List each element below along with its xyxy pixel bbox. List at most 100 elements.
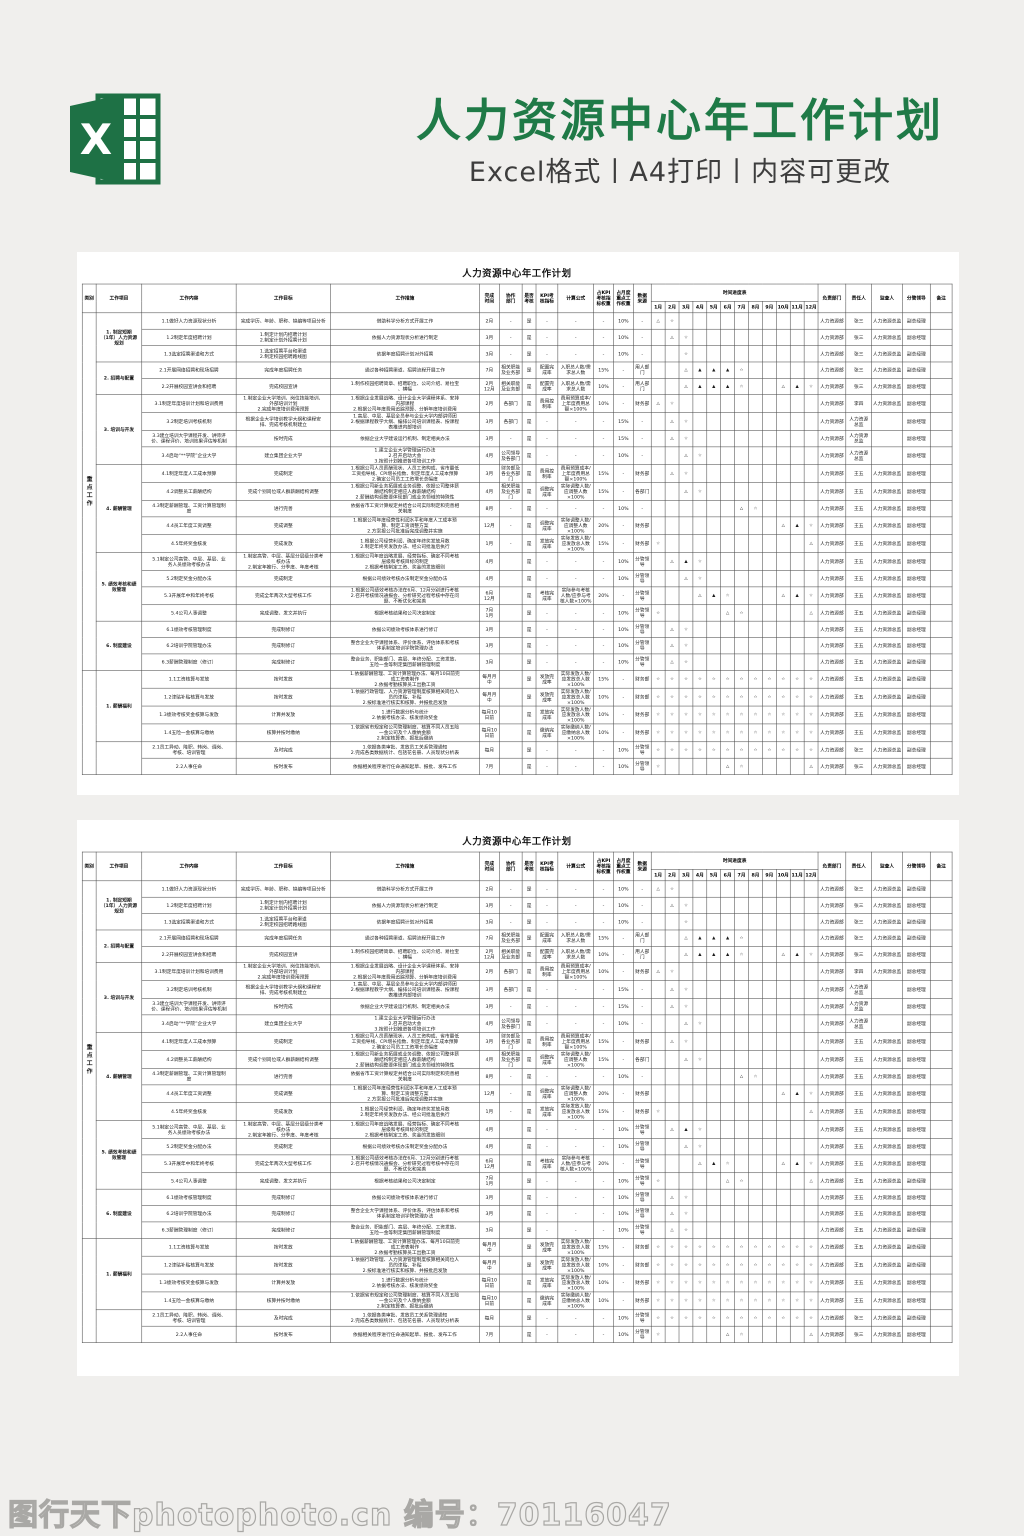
cell-supervisor: 人力资源总监 (871, 670, 903, 689)
cell-source: - (633, 328, 652, 346)
cell-owner: 王五 (845, 1084, 872, 1104)
timeline-cell-month-8 (748, 998, 763, 1016)
timeline-cell-month-10 (776, 1068, 791, 1086)
timeline-cell-month-1 (650, 929, 666, 947)
cell-measures: 依据人力资源现状分析进行制定 (330, 896, 480, 914)
cell-kpi: - (535, 757, 559, 775)
timeline-cell-month-12 (803, 1032, 819, 1051)
table-row: 2.1员工异动、降职、转岗、调岗、 考核、培训管理 及时完成 1.依据各类审批、发放… (82, 1309, 953, 1343)
project-group-cell: 3. 培训与开发 (95, 962, 143, 1033)
timeline-cell-month-7 (734, 534, 749, 553)
cell-monthly_weight: - (613, 1102, 634, 1121)
cell-assessed: 是 (521, 637, 537, 655)
cell-owner: 王五 (845, 516, 872, 536)
cell-target: 1.制定企业大学培训、岗位技能培训、 外部培训计划 2.完成年度培训费用预算 (235, 962, 331, 981)
cell-monthly_weight: 15% (613, 412, 634, 431)
cell-measures: 1.依据省市规定和公司管理制度、核算不同人员五险 一金公司及个人缴纳金额 2.制… (330, 723, 480, 743)
cell-dept: 人力资源部 (817, 1221, 847, 1239)
timeline-cell-month-12: △ (803, 604, 819, 622)
timeline-cell-month-4 (692, 962, 708, 981)
timeline-cell-month-12 (803, 1068, 819, 1086)
timeline-cell-month-6 (720, 620, 735, 638)
cell-coop (499, 1172, 523, 1190)
cell-leader: 副总经理 (902, 687, 931, 707)
cell-note (929, 430, 953, 448)
cell-source: 财务部 (633, 670, 652, 689)
cell-note (929, 1084, 953, 1104)
timeline-cell-month-11 (789, 500, 805, 518)
cell-assessed: 是 (521, 1154, 537, 1174)
timeline-cell-month-11 (789, 998, 805, 1016)
cell-leader: 副总经理 (902, 570, 931, 588)
timeline-cell-month-4: ☆ (692, 741, 708, 759)
timeline-cell-month-1 (650, 1188, 666, 1206)
col-header-source: 数据 来源 (633, 283, 652, 314)
table-row: 2. 招聘与配置 2.1开展网络招聘和现场招聘 完成年度招聘任务 通过各种招聘渠道、招… (82, 361, 953, 395)
timeline-cell-month-2: △ (664, 637, 680, 655)
timeline-cell-month-10: ☆ (776, 687, 791, 707)
timeline-cell-month-11: ☆ (789, 670, 805, 689)
cell-formula: 实际发放人数/ 应发放总人数 ×100% (557, 670, 594, 689)
cell-deadline: 每月10 日前 (479, 705, 500, 725)
cell-kpi: - (535, 741, 559, 759)
cell-note (929, 464, 953, 483)
cell-coop: 相关职能 及业务部 (499, 378, 523, 395)
timeline-cell-month-6: △ (720, 757, 735, 775)
table-row: 3.4启动“**学院”企业大学 建立集团企业大学 1.建立企业大学管理运行办法 2.… (82, 446, 953, 465)
timeline-cell-month-9: ☆ (762, 1291, 777, 1311)
timeline-cell-month-1: △ (650, 394, 666, 413)
cell-target: 完成调整 (235, 1084, 331, 1104)
timeline-cell-month-8: ☆ (748, 500, 763, 518)
cell-source: 财务部 (633, 394, 652, 413)
cell-note (929, 962, 953, 981)
timeline-cell-month-2: △ (664, 998, 680, 1016)
timeline-cell-month-3 (678, 500, 694, 518)
cell-leader: 副总经理 (902, 1325, 931, 1343)
cell-kpi: - (535, 328, 559, 346)
cell-owner: 王五 (845, 1205, 872, 1223)
timeline-cell-month-10 (776, 653, 791, 671)
cell-formula: - (557, 998, 594, 1016)
timeline-cell-month-3: ☆ (678, 687, 694, 707)
cell-target: 按时发布 (235, 757, 331, 775)
cell-kpi: - (535, 1068, 559, 1086)
cell-note (929, 998, 953, 1016)
cell-kpi_weight: 10% (593, 687, 614, 707)
timeline-cell-month-3 (678, 757, 694, 775)
cell-supervisor: 人力资源总监 (871, 1221, 903, 1239)
timeline-cell-month-1 (650, 1084, 666, 1104)
timeline-cell-month-10 (776, 552, 791, 571)
cell-kpi_weight: 10% (593, 705, 614, 725)
cell-dept: 人力资源部 (817, 604, 847, 622)
month-header-9: 9月 (762, 869, 777, 882)
timeline-cell-month-5 (706, 998, 721, 1016)
cell-deadline: 6月 12月 (479, 586, 500, 606)
timeline-cell-month-12: ☆ (803, 670, 819, 689)
cell-dept: 人力资源部 (817, 705, 847, 725)
cell-kpi: - (535, 1014, 559, 1033)
timeline-cell-month-2: ☆ (664, 687, 680, 707)
timeline-cell-month-6 (720, 1032, 735, 1051)
timeline-cell-month-6: ☆ (720, 1154, 735, 1174)
timeline-cell-month-2 (664, 1084, 680, 1104)
cell-dept: 人力资源部 (817, 1255, 847, 1275)
cell-kpi_weight: - (593, 1325, 614, 1343)
timeline-cell-month-6 (720, 1050, 735, 1069)
cell-supervisor: 人力资源总监 (871, 896, 903, 914)
timeline-cell-month-11 (789, 880, 805, 898)
cell-assessed: 是 (521, 378, 537, 395)
cell-leader: 副总经理 (902, 1188, 931, 1206)
cell-deadline: 4月 (479, 552, 500, 571)
timeline-cell-month-8 (748, 328, 763, 346)
cell-kpi_weight: - (593, 446, 614, 465)
timeline-cell-month-2: △ (664, 430, 680, 448)
cell-note (929, 653, 953, 671)
cell-kpi: - (535, 430, 559, 448)
cell-note (929, 896, 953, 914)
cell-dept: 人力资源部 (817, 896, 847, 914)
table-row: 3. 培训与开发 3.1制定年度培训计划和培训费用 1.制定企业大学培训、岗位技能培… (82, 962, 953, 1033)
cell-source: 分管领 导 (633, 741, 652, 759)
cell-kpi: 配置完 成率 (535, 361, 559, 379)
cell-content: 1.2津贴补贴核算与发放 (141, 1255, 237, 1275)
cell-deadline: 4月 (479, 1120, 500, 1139)
